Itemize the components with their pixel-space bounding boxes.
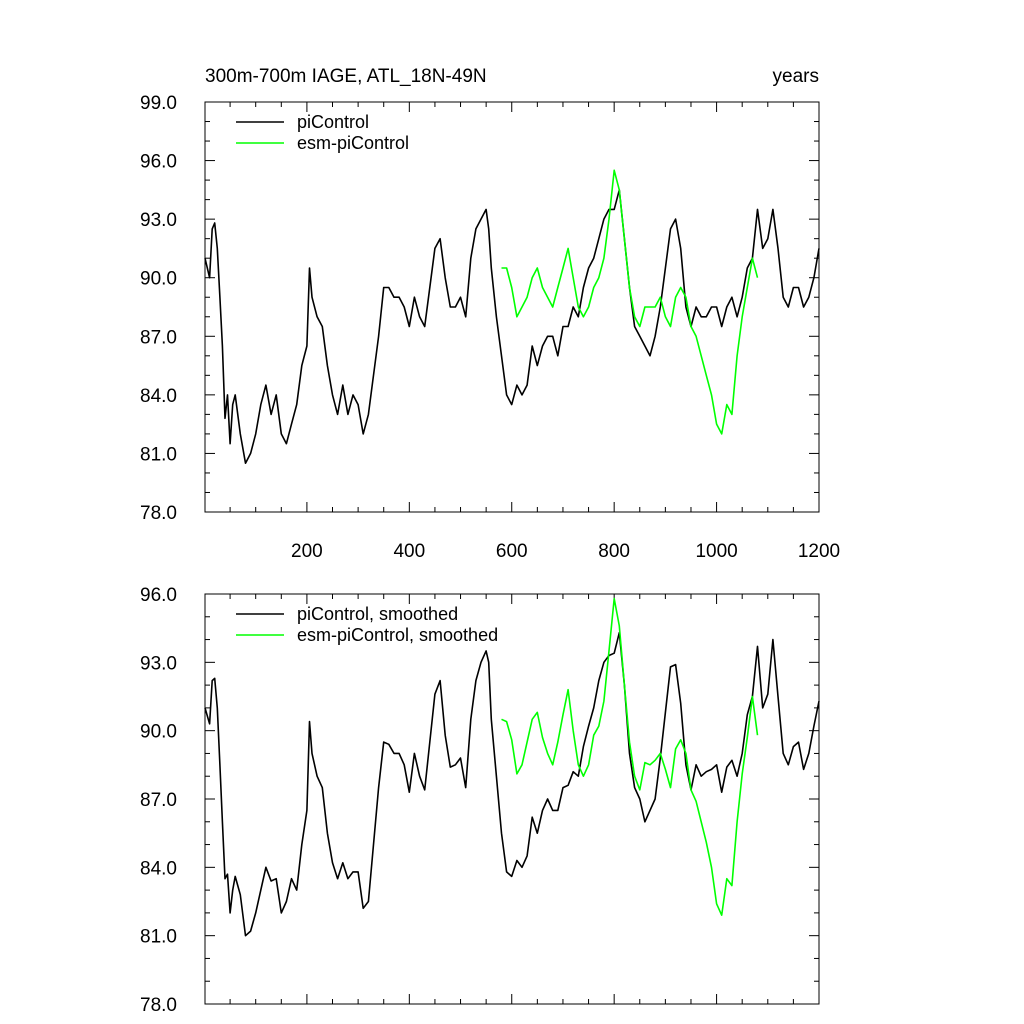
y-tick-label: 78.0 xyxy=(140,503,177,524)
top-panel: 300m-700m IAGE, ATL_18N-49N years 78.0 81… xyxy=(140,66,840,562)
x-tick-label: 1000 xyxy=(695,541,737,562)
y-tick-label: 78.0 xyxy=(140,995,177,1016)
series-line-picontrol xyxy=(204,189,820,465)
y-tick-label: 90.0 xyxy=(140,722,177,743)
legend-label: esm-piControl xyxy=(297,133,409,153)
y-tick-label: 84.0 xyxy=(140,858,177,879)
x-tick-label: 400 xyxy=(393,541,425,562)
legend-label: esm-piControl, smoothed xyxy=(297,625,498,645)
y-tick-label: 81.0 xyxy=(140,444,177,465)
legend-label: piControl xyxy=(297,112,369,132)
y-tick-label: 99.0 xyxy=(140,93,177,114)
y-tick-label: 93.0 xyxy=(140,210,177,231)
plot-frame xyxy=(204,593,820,1005)
x-tick-label: 200 xyxy=(291,541,323,562)
x-tick-label: 1200 xyxy=(798,541,840,562)
x-tick-label: 800 xyxy=(598,541,630,562)
y-tick-label: 81.0 xyxy=(140,927,177,948)
bottom-panel: 78.0 81.0 84.0 87.0 90.0 93.0 96.0 piControl, s… xyxy=(140,585,820,1016)
y-tick-label: 87.0 xyxy=(140,327,177,348)
chart-subtitle: years xyxy=(773,66,819,87)
y-tick-label: 93.0 xyxy=(140,653,177,674)
x-tick-label: 600 xyxy=(496,541,528,562)
series-line-esm-picontrol xyxy=(501,169,759,435)
legend-label: piControl, smoothed xyxy=(297,604,458,624)
y-tick-label: 90.0 xyxy=(140,269,177,290)
y-tick-label: 87.0 xyxy=(140,790,177,811)
y-tick-label: 96.0 xyxy=(140,152,177,173)
y-tick-label: 96.0 xyxy=(140,585,177,606)
chart-title: 300m-700m IAGE, ATL_18N-49N xyxy=(205,66,487,87)
y-tick-label: 84.0 xyxy=(140,386,177,407)
series-line-esm-picontrol-smoothed xyxy=(501,597,759,917)
series-line-picontrol-smoothed xyxy=(204,631,820,937)
